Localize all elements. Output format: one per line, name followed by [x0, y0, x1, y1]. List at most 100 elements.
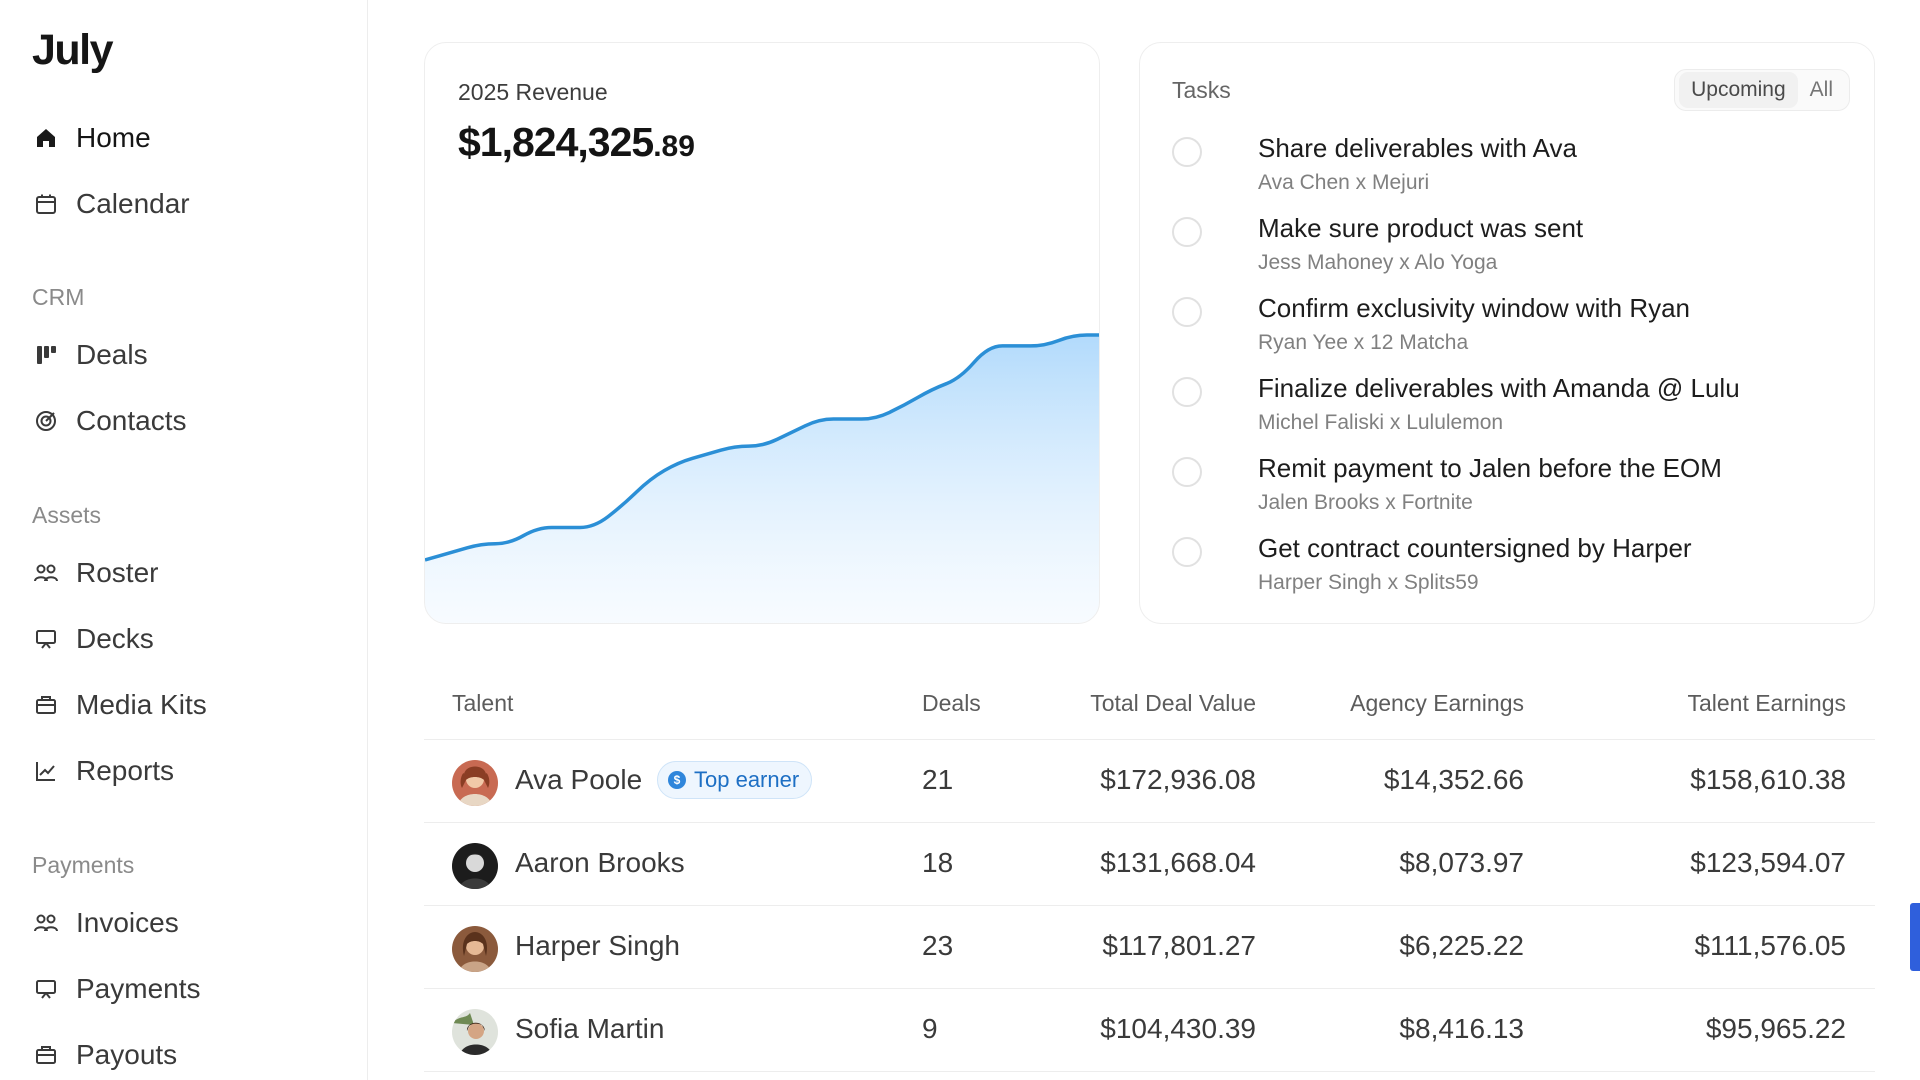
column-header-agency-earnings[interactable]: Agency Earnings	[1350, 690, 1524, 716]
talent-name: Aaron Brooks	[515, 847, 685, 878]
table-row[interactable]: Ava Poole $ Top earner 21 $172,936.08 $1…	[424, 740, 1875, 823]
task-subtitle: Harper Singh x Splits59	[1258, 571, 1479, 594]
deals-count: 21	[922, 764, 954, 795]
task-checkbox[interactable]	[1172, 377, 1202, 407]
talent-name: Ava Poole	[515, 764, 643, 795]
nav-item-label: Home	[76, 122, 151, 153]
task-checkbox[interactable]	[1172, 297, 1202, 327]
decks-icon	[32, 625, 60, 653]
task-subtitle: Ryan Yee x 12 Matcha	[1258, 331, 1469, 354]
tasks-filter-toggle: Upcoming All	[1674, 69, 1850, 111]
deals-count: 18	[922, 847, 954, 878]
badge-label: Top earner	[694, 767, 800, 792]
roster-icon	[32, 559, 60, 587]
task-subtitle: Jalen Brooks x Fortnite	[1258, 491, 1473, 514]
nav-item-payouts[interactable]: Payouts	[32, 1033, 177, 1077]
sidebar: July Home Calendar CRM Deals Contacts As…	[0, 0, 368, 1080]
total-deal-value: $131,668.04	[1100, 847, 1256, 878]
nav-item-home[interactable]: Home	[32, 116, 151, 160]
top-earner-badge[interactable]: $ Top earner	[657, 761, 813, 799]
app-logo[interactable]: July	[32, 26, 114, 74]
scroll-indicator[interactable]	[1910, 903, 1920, 971]
column-header-deals[interactable]: Deals	[922, 690, 981, 716]
nav-item-deals[interactable]: Deals	[32, 333, 148, 377]
nav-item-label: Reports	[76, 755, 175, 786]
tasks-title: Tasks	[1172, 77, 1231, 103]
agency-earnings: $14,352.66	[1383, 764, 1524, 795]
nav-item-label: Invoices	[76, 907, 179, 938]
section-label-crm: CRM	[32, 284, 85, 310]
table-row[interactable]: Sofia Martin 9 $104,430.39 $8,416.13 $95…	[424, 989, 1875, 1072]
nav-item-roster[interactable]: Roster	[32, 551, 158, 595]
nav-item-payments[interactable]: Payments	[32, 967, 201, 1011]
avatar	[452, 926, 498, 972]
avatar	[452, 1009, 498, 1055]
contacts-icon	[32, 407, 60, 435]
agency-earnings: $8,073.97	[1399, 847, 1524, 878]
revenue-card: 2025 Revenue $1,824,325.89	[424, 42, 1100, 624]
task-subtitle: Jess Mahoney x Alo Yoga	[1258, 251, 1498, 274]
task-checkbox[interactable]	[1172, 137, 1202, 167]
task-subtitle: Ava Chen x Mejuri	[1258, 171, 1430, 194]
table-row[interactable]: Aaron Brooks 18 $131,668.04 $8,073.97 $1…	[424, 823, 1875, 906]
nav-item-decks[interactable]: Decks	[32, 617, 154, 661]
task-checkbox[interactable]	[1172, 457, 1202, 487]
table-header: Talent Deals Total Deal Value Agency Ear…	[424, 660, 1875, 740]
nav-item-media-kits[interactable]: Media Kits	[32, 683, 207, 727]
invoices-icon	[32, 909, 60, 937]
nav-item-label: Calendar	[76, 188, 190, 219]
payouts-icon	[32, 1041, 60, 1069]
avatar	[452, 843, 498, 889]
nav-item-label: Decks	[76, 623, 154, 654]
nav-item-reports[interactable]: Reports	[32, 749, 174, 793]
revenue-value-cents: .89	[653, 130, 695, 163]
dollar-icon: $	[668, 771, 686, 789]
task-title: Finalize deliverables with Amanda @ Lulu	[1258, 373, 1740, 403]
task-checkbox[interactable]	[1172, 537, 1202, 567]
task-subtitle: Michel Faliski x Lululemon	[1258, 411, 1504, 434]
deals-icon	[32, 341, 60, 369]
revenue-chart	[425, 333, 1099, 623]
table-row[interactable]: Harper Singh 23 $117,801.27 $6,225.22 $1…	[424, 906, 1875, 989]
revenue-area	[425, 335, 1099, 623]
task-item: Share deliverables with Ava Ava Chen x M…	[1172, 133, 1852, 203]
calendar-icon	[32, 190, 60, 218]
talent-table: Talent Deals Total Deal Value Agency Ear…	[424, 660, 1875, 1072]
task-item: Make sure product was sent Jess Mahoney …	[1172, 213, 1852, 283]
total-deal-value: $104,430.39	[1100, 1013, 1256, 1044]
media-kits-icon	[32, 691, 60, 719]
task-title: Make sure product was sent	[1258, 213, 1584, 243]
nav-item-label: Deals	[76, 339, 148, 370]
task-checkbox[interactable]	[1172, 217, 1202, 247]
filter-upcoming-button[interactable]: Upcoming	[1679, 72, 1798, 108]
filter-all-button[interactable]: All	[1809, 78, 1833, 101]
deals-count: 23	[922, 930, 954, 961]
talent-earnings: $158,610.38	[1690, 764, 1846, 795]
task-item: Remit payment to Jalen before the EOM Ja…	[1172, 453, 1852, 523]
reports-icon	[32, 757, 60, 785]
nav-item-invoices[interactable]: Invoices	[32, 901, 179, 945]
nav-item-calendar[interactable]: Calendar	[32, 182, 190, 226]
section-label-payments: Payments	[32, 852, 135, 878]
revenue-label: 2025 Revenue	[458, 79, 608, 105]
revenue-value-main: $1,824,325	[458, 119, 654, 165]
home-icon	[32, 124, 60, 152]
revenue-line	[425, 333, 1099, 562]
task-title: Get contract countersigned by Harper	[1258, 533, 1692, 563]
task-title: Share deliverables with Ava	[1258, 133, 1577, 163]
task-item: Confirm exclusivity window with Ryan Rya…	[1172, 293, 1852, 363]
avatar	[452, 760, 498, 806]
tasks-card: Tasks Upcoming All Share deliverables wi…	[1139, 42, 1875, 624]
column-header-talent[interactable]: Talent	[452, 690, 514, 716]
column-header-talent-earnings[interactable]: Talent Earnings	[1687, 690, 1846, 716]
total-deal-value: $172,936.08	[1100, 764, 1256, 795]
task-item: Get contract countersigned by Harper Har…	[1172, 533, 1852, 603]
nav-item-label: Payments	[76, 973, 201, 1004]
agency-earnings: $6,225.22	[1399, 930, 1524, 961]
talent-earnings: $111,576.05	[1694, 930, 1846, 961]
revenue-value: $1,824,325.89	[458, 119, 695, 166]
total-deal-value: $117,801.27	[1102, 930, 1256, 961]
nav-item-contacts[interactable]: Contacts	[32, 399, 187, 443]
task-title: Confirm exclusivity window with Ryan	[1258, 293, 1691, 323]
column-header-total-deal-value[interactable]: Total Deal Value	[1090, 690, 1256, 716]
